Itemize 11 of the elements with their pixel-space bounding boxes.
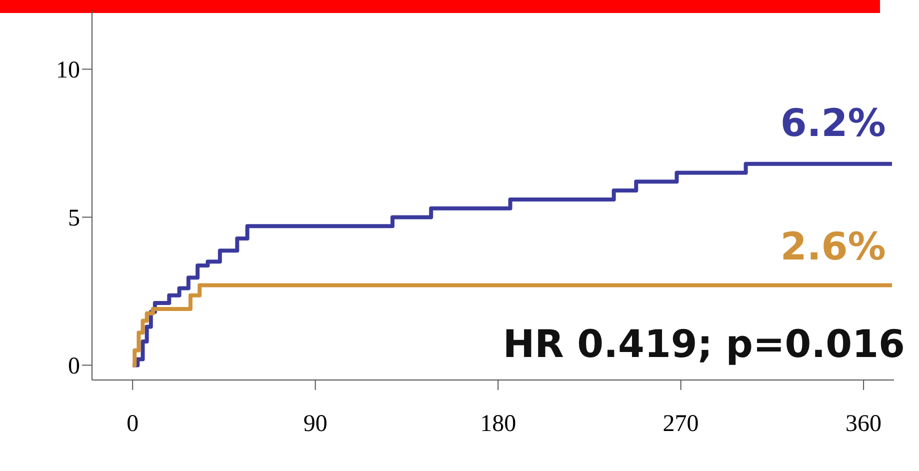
x-tick-label: 180 [480, 411, 516, 438]
x-tick-label: 0 [126, 411, 139, 438]
annotation: 6.2% [780, 100, 886, 145]
x-tick-label: 360 [846, 411, 882, 438]
annotation: HR 0.419; p=0.016 [502, 322, 905, 366]
y-tick-label: 0 [68, 354, 80, 380]
x-tick-label: 270 [662, 411, 699, 438]
y-tick-label: 10 [56, 58, 80, 84]
x-tick-label: 90 [303, 411, 328, 438]
annotation: 2.6% [780, 224, 886, 268]
y-tick-label: 5 [68, 206, 80, 232]
